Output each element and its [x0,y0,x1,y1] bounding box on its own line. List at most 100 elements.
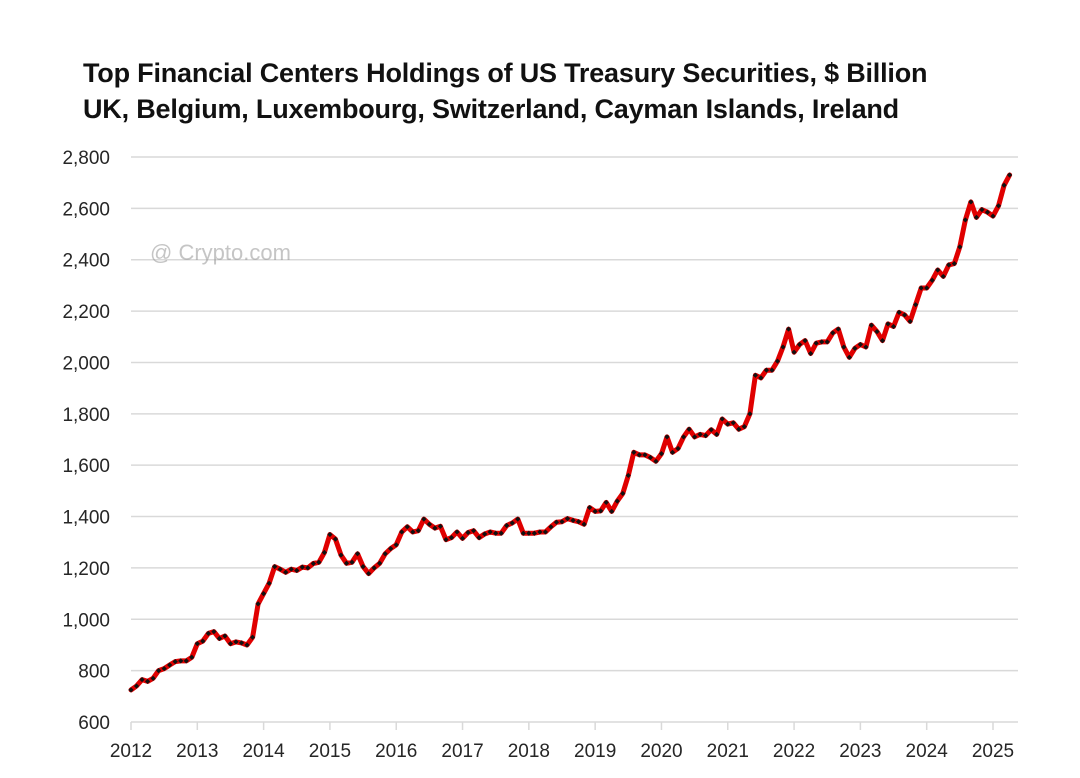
data-point [857,341,863,348]
data-point [741,424,747,430]
x-axis-tick-labels: 2012 2013 2014 2015 2016 2017 2018 2019 2020 2021… [110,741,1014,762]
data-point [951,260,957,267]
y-tick-label: 2,200 [62,302,110,323]
data-point [813,340,819,346]
data-point [194,641,200,647]
data-point [697,431,703,437]
data-point [636,452,642,458]
data-point [935,267,941,273]
y-tick-label: 1,600 [62,456,110,477]
data-point [437,523,444,529]
data-point [581,521,587,527]
data-point [454,529,460,535]
data-point [747,411,753,417]
data-point [305,565,311,571]
data-point [343,560,350,566]
data-point [620,490,626,497]
data-point [653,458,659,464]
y-tick-label: 800 [78,662,110,683]
data-point [520,530,526,536]
data-point [299,564,305,570]
data-point [675,445,681,452]
data-point [603,499,609,506]
y-tick-label: 600 [78,713,110,734]
data-point [211,629,217,635]
data-point [465,529,471,536]
data-point [642,452,648,458]
data-point [459,535,466,541]
data-point [189,654,195,660]
data-point [222,633,228,639]
data-point [896,309,902,315]
data-point [139,677,145,683]
data-point [708,427,714,433]
y-tick-label: 1,800 [62,405,110,426]
chart-title: Top Financial Centers Holdings of US Tre… [83,58,928,88]
y-axis-tick-labels: 600 800 1,000 1,200 1,400 1,600 1,800 2,000 2,20… [62,148,110,734]
data-point [631,449,637,455]
data-point [714,431,720,437]
x-tick-label: 2018 [508,741,550,762]
data-point [598,508,604,514]
data-point [758,375,764,381]
watermark: @ Crypto.com [150,240,291,265]
data-point [752,372,758,378]
data-point [537,529,543,535]
data-point [244,642,250,648]
data-point [415,528,421,534]
data-point [863,344,869,350]
data-point [692,434,698,440]
data-point [785,326,792,332]
data-point [962,217,968,223]
data-point [156,668,162,674]
data-point [763,367,770,373]
data-point [703,433,709,439]
data-point [167,662,173,668]
data-point [377,560,383,566]
data-point [399,529,405,535]
data-point [990,213,996,219]
data-point [979,207,985,213]
y-tick-label: 2,000 [62,353,110,374]
x-axis [130,721,1018,730]
data-point [774,358,781,364]
data-point [249,634,256,640]
x-tick-label: 2021 [707,741,749,762]
chart-title-block: Top Financial Centers Holdings of US Tre… [83,55,927,127]
data-point [338,552,344,558]
y-tick-label: 1,000 [62,610,110,631]
data-point [366,570,372,577]
data-point [183,658,189,664]
x-tick-label: 2014 [242,741,285,762]
data-point [575,519,582,525]
data-point [360,564,366,570]
data-point [470,528,477,534]
y-tick-label: 2,800 [62,148,110,169]
x-tick-label: 2025 [972,741,1014,762]
data-point [846,354,852,360]
data-point [172,659,178,665]
data-point [493,530,499,536]
data-point [841,344,847,350]
data-point [592,508,598,515]
data-point [929,277,935,283]
data-point [426,521,432,527]
y-tick-label: 1,200 [62,559,110,580]
data-point [918,285,924,291]
x-tick-label: 2024 [906,741,949,762]
data-point [835,326,841,332]
data-point [498,530,504,536]
data-point [802,338,808,344]
data-point [769,367,775,373]
data-point [404,524,410,530]
x-tick-label: 2023 [839,741,881,762]
y-tick-label: 2,600 [62,199,110,220]
series-line [128,172,1013,693]
data-point [238,640,245,646]
data-point [371,565,377,571]
data-point [808,350,814,357]
data-point [924,285,930,291]
data-point [553,519,560,525]
data-point [830,330,836,336]
